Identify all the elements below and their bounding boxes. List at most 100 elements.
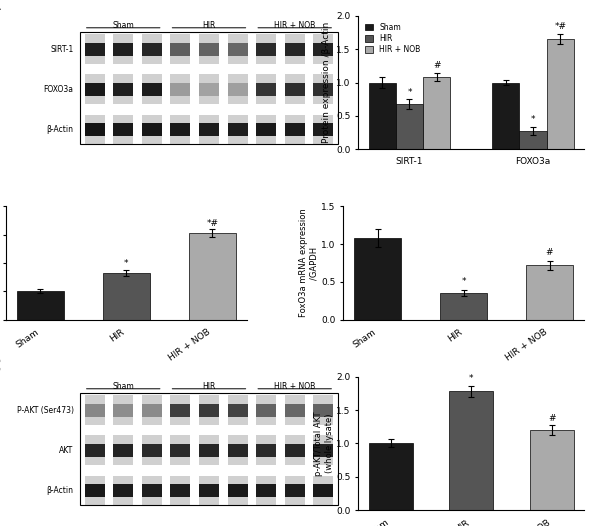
Text: β-Actin: β-Actin — [47, 125, 74, 134]
Text: *: * — [531, 115, 535, 124]
Bar — [228, 35, 248, 64]
Bar — [285, 35, 304, 64]
Bar — [84, 35, 104, 64]
Bar — [84, 115, 104, 144]
Bar — [256, 115, 276, 144]
Bar — [84, 43, 104, 56]
Bar — [84, 483, 104, 497]
Text: HIR + NOB: HIR + NOB — [274, 382, 315, 391]
Bar — [113, 43, 133, 56]
Bar — [313, 35, 333, 64]
Bar — [171, 83, 191, 96]
Bar — [256, 43, 276, 56]
Bar — [113, 483, 133, 497]
Bar — [440, 294, 487, 320]
Bar — [84, 75, 104, 104]
Text: P-AKT (Ser473): P-AKT (Ser473) — [17, 406, 74, 414]
Bar — [313, 483, 333, 497]
Bar — [285, 436, 304, 465]
Bar — [313, 396, 333, 425]
Y-axis label: p-AKT/Total AKT
(whole lysate): p-AKT/Total AKT (whole lysate) — [314, 411, 334, 476]
Bar — [199, 115, 219, 144]
Legend: Sham, HIR, HIR + NOB: Sham, HIR, HIR + NOB — [362, 19, 424, 57]
Bar — [256, 436, 276, 465]
Bar — [84, 403, 104, 417]
Bar — [228, 483, 248, 497]
Bar — [113, 83, 133, 96]
Text: #: # — [548, 414, 555, 423]
Bar — [142, 403, 162, 417]
Bar — [313, 443, 333, 457]
Bar — [142, 83, 162, 96]
Bar — [228, 75, 248, 104]
Bar — [228, 436, 248, 465]
Bar — [171, 115, 191, 144]
Bar — [84, 123, 104, 136]
Bar — [113, 436, 133, 465]
Bar — [396, 104, 423, 149]
Bar — [547, 39, 574, 149]
Bar — [171, 75, 191, 104]
Bar — [142, 443, 162, 457]
Bar — [199, 443, 219, 457]
Bar — [199, 83, 219, 96]
Bar — [313, 123, 333, 136]
Bar — [519, 130, 547, 149]
Bar — [171, 123, 191, 136]
Bar — [228, 443, 248, 457]
Bar — [256, 83, 276, 96]
Bar — [285, 396, 304, 425]
Bar — [199, 35, 219, 64]
Bar — [171, 483, 191, 497]
Bar — [199, 436, 219, 465]
Bar — [103, 273, 150, 320]
Text: *: * — [124, 259, 129, 268]
Bar — [449, 391, 493, 510]
Bar — [285, 43, 304, 56]
Bar — [285, 443, 304, 457]
Bar — [492, 83, 519, 149]
Bar — [113, 115, 133, 144]
Bar — [256, 443, 276, 457]
Bar — [142, 43, 162, 56]
Bar — [171, 43, 191, 56]
Text: SIRT-1: SIRT-1 — [50, 45, 74, 54]
Bar — [113, 403, 133, 417]
Bar — [84, 83, 104, 96]
Bar — [313, 403, 333, 417]
Text: *: * — [407, 87, 412, 96]
Bar — [228, 403, 248, 417]
Bar — [142, 35, 162, 64]
Bar — [199, 75, 219, 104]
Bar — [369, 443, 413, 510]
Bar — [313, 43, 333, 56]
Bar — [228, 83, 248, 96]
Bar — [199, 476, 219, 505]
Bar — [171, 35, 191, 64]
Bar — [171, 396, 191, 425]
Text: *#: *# — [206, 218, 218, 228]
Text: *#: *# — [554, 22, 566, 31]
Bar — [199, 396, 219, 425]
Bar — [113, 123, 133, 136]
Y-axis label: FoxO3a mRNA expression
/GAPDH: FoxO3a mRNA expression /GAPDH — [299, 209, 319, 317]
Bar — [199, 403, 219, 417]
Bar — [256, 75, 276, 104]
Bar — [285, 483, 304, 497]
Bar — [530, 430, 574, 510]
Bar — [142, 483, 162, 497]
Bar — [80, 32, 337, 144]
Bar — [228, 123, 248, 136]
Bar — [256, 476, 276, 505]
Bar — [142, 75, 162, 104]
Bar — [526, 265, 573, 320]
Bar — [228, 43, 248, 56]
Text: β-Actin: β-Actin — [47, 485, 74, 494]
Bar — [228, 396, 248, 425]
Bar — [285, 403, 304, 417]
Bar — [313, 436, 333, 465]
Bar — [313, 75, 333, 104]
Bar — [84, 396, 104, 425]
Bar — [171, 403, 191, 417]
Text: #: # — [433, 62, 440, 70]
